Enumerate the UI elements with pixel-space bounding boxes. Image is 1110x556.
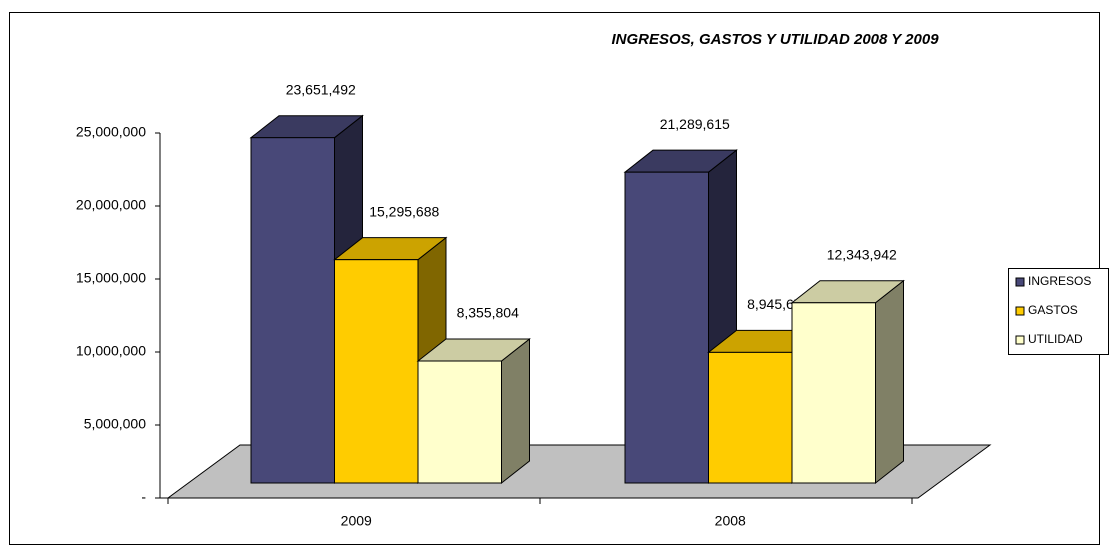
legend-swatch [1015,306,1025,316]
bar [708,351,793,484]
legend-label: UTILIDAD [1028,332,1083,346]
y-tick-label: - [141,489,146,505]
y-tick-label: 10,000,000 [76,343,146,359]
legend-swatch [1015,277,1025,287]
bar [334,259,419,484]
data-label: 21,289,615 [660,116,730,132]
legend-swatch [1015,335,1025,345]
y-tick-label: 15,000,000 [76,270,146,286]
legend-label: GASTOS [1028,303,1078,317]
bar-side [501,337,530,485]
data-label: 15,295,688 [369,203,439,219]
bar [417,360,502,484]
chart-title: INGRESOS, GASTOS Y UTILIDAD 2008 Y 2009 [611,31,939,48]
bar-side [875,279,904,485]
bar [791,302,876,484]
y-tick-label: 20,000,000 [76,197,146,213]
data-label: 8,355,804 [457,305,519,321]
data-label: 12,343,942 [827,246,897,262]
y-tick-label: 25,000,000 [76,124,146,140]
data-label: 23,651,492 [286,81,356,97]
y-tick-label: 5,000,000 [84,416,146,432]
bar [250,137,335,484]
legend [1008,268,1109,355]
x-tick-label: 2008 [715,513,746,529]
x-tick-label: 2009 [341,513,372,529]
legend-label: INGRESOS [1028,274,1091,288]
bar [624,171,709,484]
